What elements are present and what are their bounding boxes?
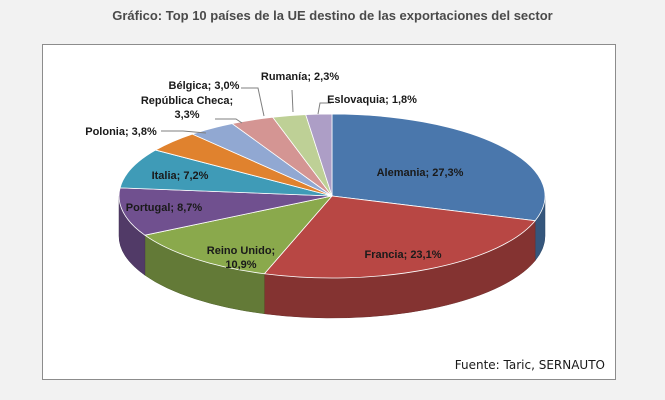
data-label-francia: Francia; 23,1% [364,249,441,261]
data-label-italia: Italia; 7,2% [152,170,209,182]
data-label-belgica: Bélgica; 3,0% [169,80,240,92]
pie-slice-eslovaquia [305,113,333,197]
leader-lines [161,87,331,134]
leader-line-rumania [291,89,294,113]
data-label-reino-unido: Reino Unido; 10,9% [207,245,275,271]
data-labels: Alemania; 27,3% Francia; 23,1% Reino Unido… [85,71,463,271]
data-label-polonia: Polonia; 3,8% [85,126,157,138]
data-label-alemania: Alemania; 27,3% [377,167,464,179]
leader-line-belgica [241,87,265,117]
pie-slice-italia [119,149,333,197]
pie-slice-francia [263,195,536,279]
data-label-republica-checa: República Checa; 3,3% [141,95,233,121]
chart-title: Gráfico: Top 10 países de la UE destino … [112,8,553,23]
pie-slice-alemania [331,113,546,222]
leader-line-polonia [161,130,207,134]
pie-slice-portugal [118,187,333,236]
pie-slice-reino-unido [143,195,334,275]
source-note: Fuente: Taric, SERNAUTO [455,358,605,372]
data-label-eslovaquia: Eslovaquia; 1,8% [327,94,417,106]
pie-slices [118,113,546,279]
leader-line-eslovaquia [317,102,331,115]
data-label-rumania: Rumanía; 2,3% [261,71,339,83]
leader-line-republica-checa [215,118,243,124]
data-label-portugal: Portugal; 8,7% [126,202,203,214]
